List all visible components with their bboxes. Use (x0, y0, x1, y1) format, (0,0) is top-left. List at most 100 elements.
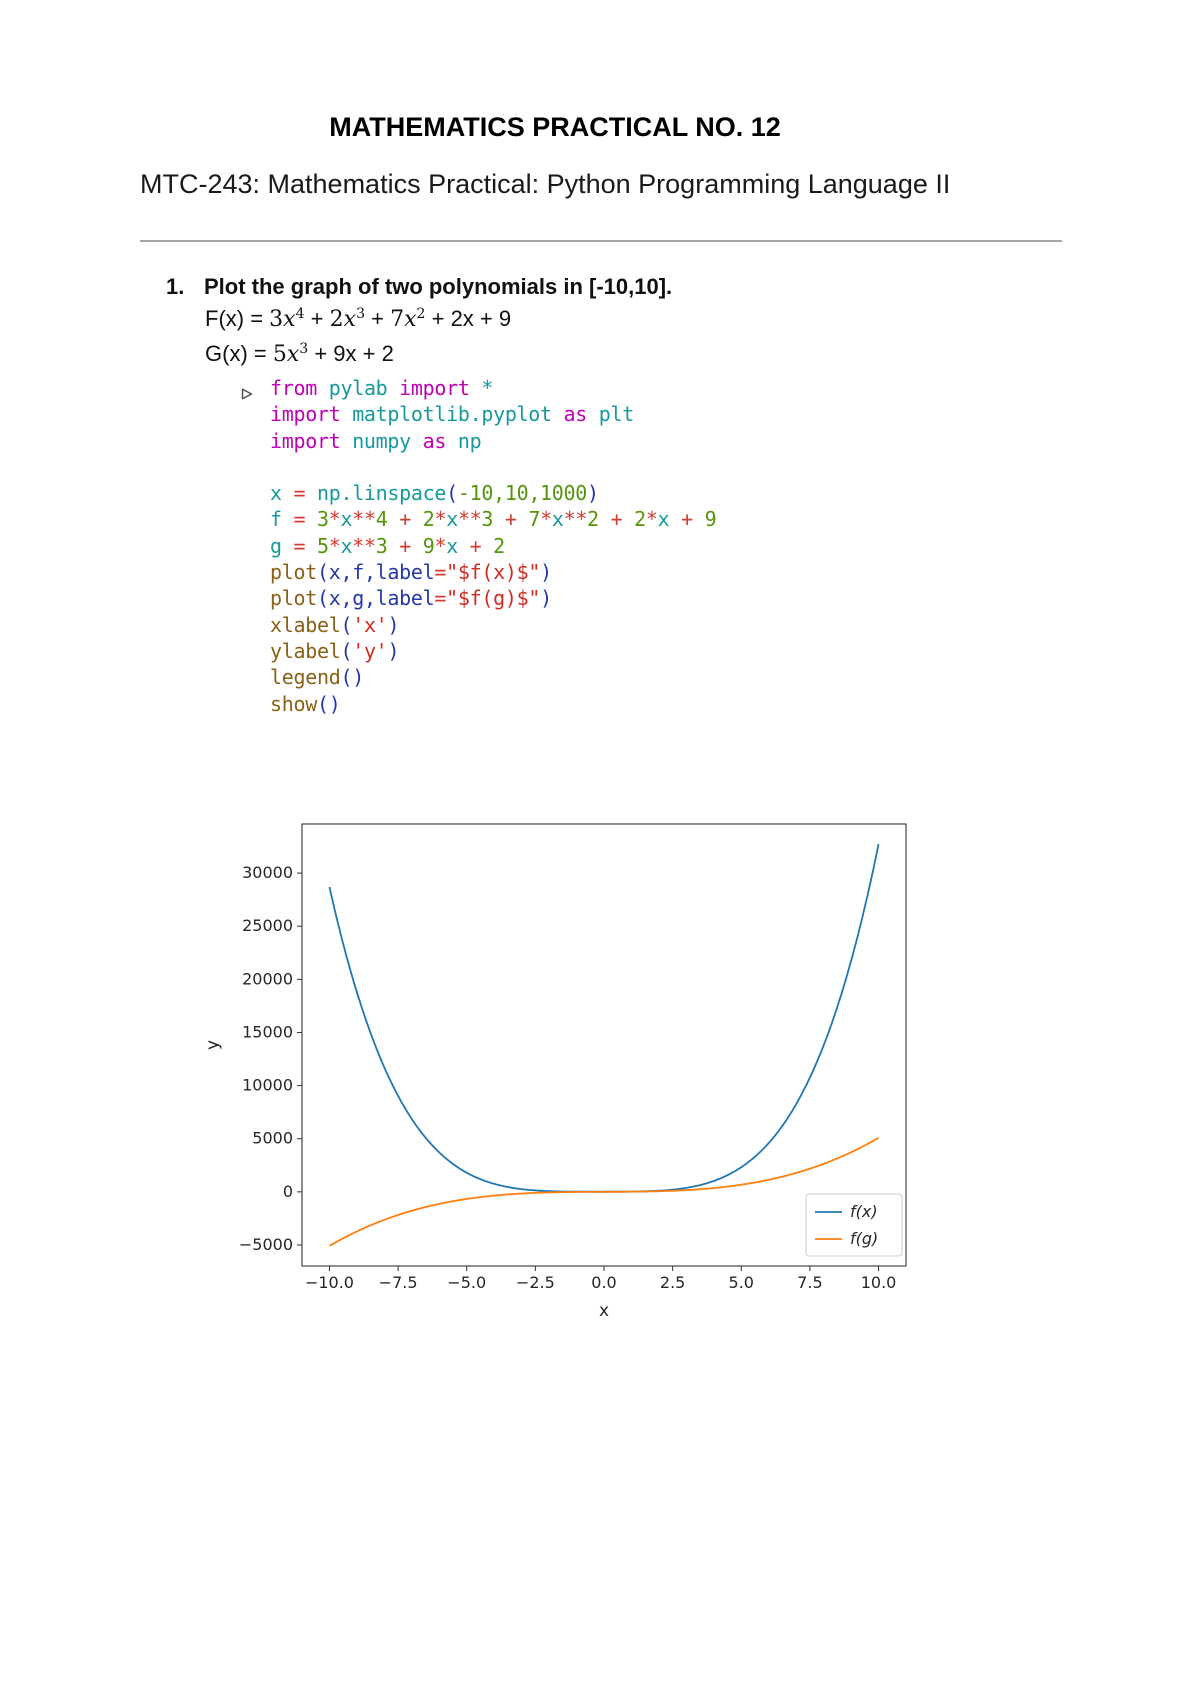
code-token: "$f(x)$" (446, 560, 541, 585)
curve-g (329, 1136, 879, 1247)
title-divider (140, 240, 1062, 242)
code-token: x (657, 507, 670, 532)
code-token: as (422, 428, 458, 453)
code-token: x (551, 507, 564, 532)
code-token: 5 (316, 533, 329, 558)
code-token: numpy (352, 428, 423, 453)
code-token: np.linspace (316, 481, 447, 506)
code-token: 2 (422, 507, 435, 532)
code-token: show (270, 691, 317, 716)
practical-title: MATHEMATICS PRACTICAL NO. 12 (329, 112, 781, 142)
code-line: show() (270, 692, 716, 718)
formula-token: x (343, 307, 357, 332)
code-token: ( (340, 638, 353, 663)
code-token: = (293, 507, 317, 532)
formula-token: 3 (356, 306, 366, 323)
code-token: from (270, 376, 329, 400)
code-token: () (340, 665, 364, 690)
formula-token: 7 (390, 307, 405, 332)
x-tick-label: −2.5 (516, 1273, 555, 1292)
code-token: x (340, 507, 353, 532)
code-token: * (434, 507, 447, 532)
code-token: ) (387, 638, 400, 663)
formula-token: + (365, 306, 391, 331)
code-token: x (340, 533, 353, 558)
code-token: ) (540, 560, 552, 585)
code-token: 'y' (352, 638, 388, 663)
code-token: pylab (328, 376, 400, 400)
code-token: * (328, 533, 341, 558)
code-token: = (434, 586, 447, 611)
problem-number: 1. (166, 274, 185, 299)
legend-label: f(x) (850, 1202, 878, 1221)
code-token: + (669, 507, 705, 532)
x-tick-label: −5.0 (447, 1273, 486, 1292)
legend-box (805, 1193, 903, 1257)
code-token: 3 (481, 507, 494, 532)
polynomial-plot-svg: −10.0 −7.5 −5.0 −2.5 0.0 2.5 5.0 7.5 10.0 −5000 0 5… (203, 823, 907, 1321)
arrow-bullet-icon (240, 382, 254, 406)
polynomial-formulas: F(x) = 3x4 + 2x3 + 7x2 + 2x + 9 G(x) = 5x… (205, 306, 511, 376)
code-token: + (457, 533, 494, 558)
y-tick-label: 20000 (242, 969, 293, 988)
x-axis-label: x (599, 1301, 609, 1321)
code-token: + (493, 507, 529, 532)
code-token: * (434, 533, 447, 558)
x-tick-label: −10.0 (305, 1273, 354, 1292)
code-token: import (399, 376, 482, 400)
code-token: plot (270, 586, 317, 611)
code-line (270, 455, 716, 481)
x-tick-label: 2.5 (660, 1273, 685, 1292)
formula-token: + 9x + 2 (308, 341, 394, 366)
code-token: ( (316, 560, 329, 585)
legend-label: f(g) (850, 1229, 878, 1248)
code-line: f = 3*x**4 + 2*x**3 + 7*x**2 + 2*x + 9 (270, 507, 717, 533)
code-line: x = np.linspace(-10,10,1000) (270, 481, 716, 507)
formula-token: + (304, 306, 330, 331)
code-token: plt (598, 402, 635, 427)
code-token: * (481, 376, 494, 400)
y-tick-label: 0 (283, 1182, 293, 1201)
formula-token: G(x) = (205, 341, 273, 366)
x-tick-label: 5.0 (729, 1273, 754, 1292)
code-line: plot(x,g,label="$f(g)$") (270, 586, 716, 612)
code-line: plot(x,f,label="$f(x)$") (270, 560, 716, 586)
code-token: = (434, 560, 447, 585)
code-token: import (270, 428, 353, 453)
code-token: * (540, 507, 552, 532)
code-token: ** (352, 507, 376, 532)
code-line: legend() (270, 665, 716, 691)
code-token: f (270, 507, 294, 532)
y-tick-label: −5000 (239, 1235, 293, 1254)
code-token: = (293, 481, 317, 506)
formula-g: G(x) = 5x3 + 9x + 2 (205, 341, 511, 376)
code-token: ** (563, 507, 588, 532)
y-tick-label: 15000 (242, 1022, 293, 1041)
y-tick-label: 5000 (252, 1129, 293, 1148)
plot-figure: −10.0 −7.5 −5.0 −2.5 0.0 2.5 5.0 7.5 10.0 −5000 0 5… (190, 782, 970, 1342)
formula-token: x (404, 307, 417, 332)
code-token: plot (270, 560, 317, 585)
code-token: np (457, 428, 482, 453)
code-line: from pylab import * (270, 376, 716, 402)
code-line: g = 5*x**3 + 9*x + 2 (270, 534, 716, 560)
code-token: ( (316, 586, 329, 611)
y-axis-label: y (203, 1040, 223, 1050)
code-token: 3 (316, 507, 329, 532)
code-token: ** (457, 507, 482, 532)
code-token: x (270, 481, 294, 506)
code-token: ( (446, 481, 458, 506)
formula-token: 3 (299, 341, 309, 358)
formula-token: 4 (295, 306, 305, 323)
problem-item: 1. Plot the graph of two polynomials in [… (166, 274, 672, 300)
code-token: * (328, 507, 341, 532)
code-token: x,f,label (328, 560, 435, 585)
code-token: ) (540, 586, 552, 611)
problem-statement: Plot the graph of two polynomials in [-1… (204, 274, 673, 299)
code-token: * (645, 507, 658, 532)
code-token: x (446, 507, 458, 532)
x-tick-label: −7.5 (379, 1273, 418, 1292)
code-token: + (387, 507, 423, 532)
code-token: 2 (634, 507, 646, 532)
